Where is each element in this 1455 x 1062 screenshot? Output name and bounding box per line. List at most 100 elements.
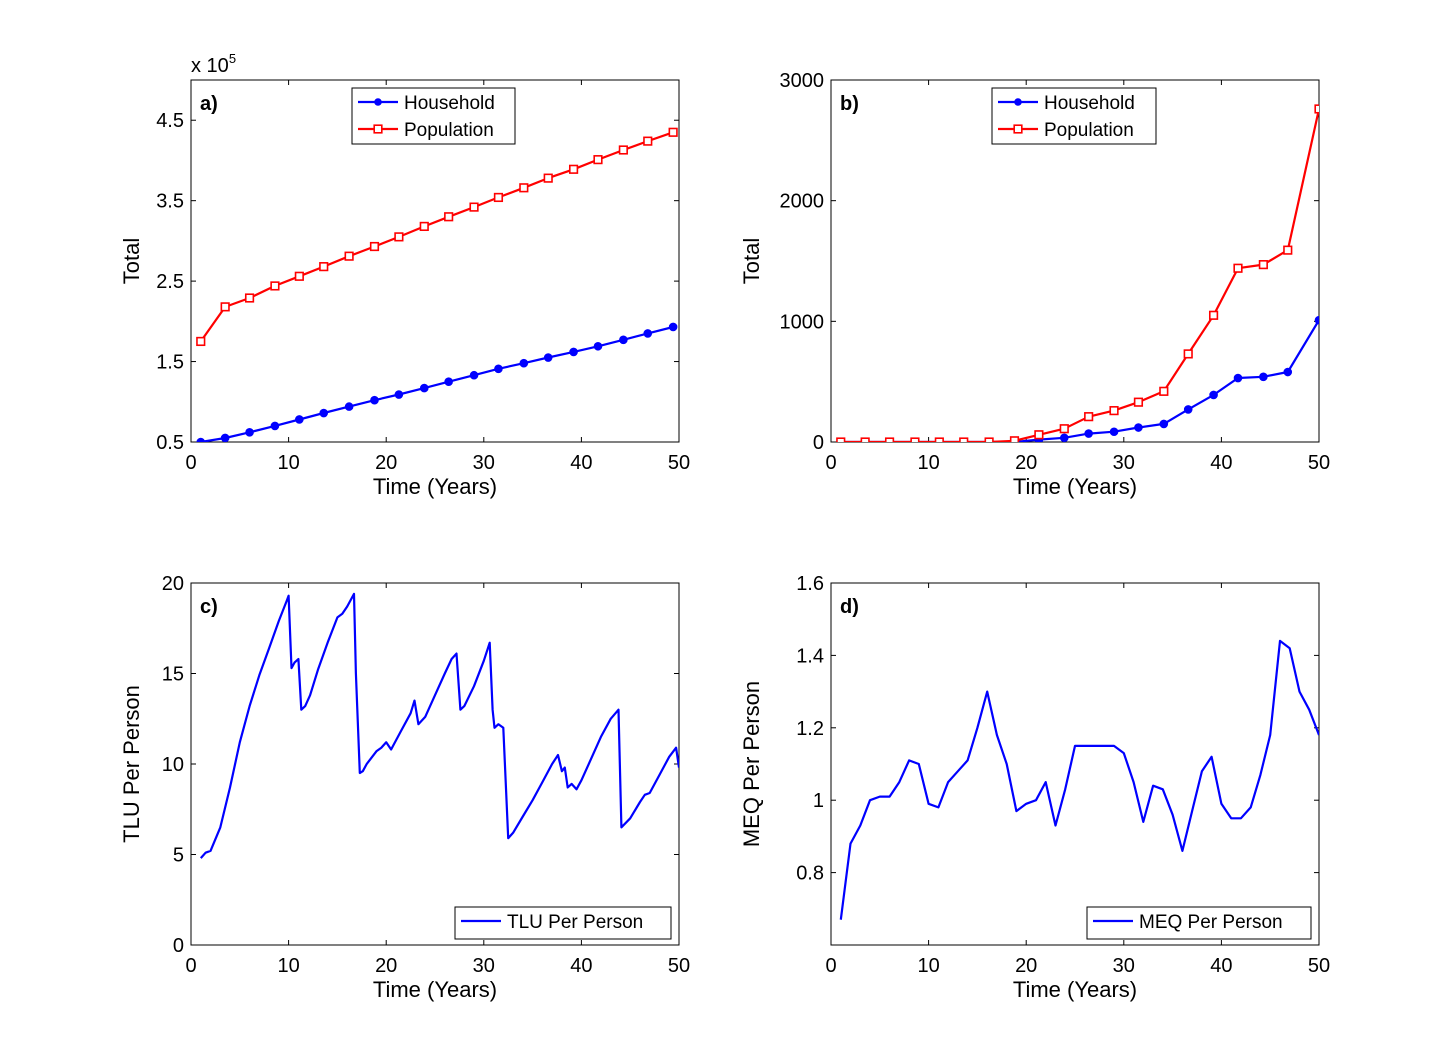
data-point xyxy=(1059,433,1069,442)
series-population xyxy=(196,127,678,347)
panel-label: d) xyxy=(840,596,859,618)
data-point xyxy=(196,437,206,442)
data-point xyxy=(1258,260,1268,270)
x-axis-label: Time (Years) xyxy=(1013,474,1137,499)
legend-entry: Population xyxy=(998,120,1134,141)
data-point xyxy=(220,433,230,442)
y-tick-label: 1.5 xyxy=(156,352,184,374)
y-tick-label: 1.2 xyxy=(796,718,824,740)
data-point xyxy=(593,155,603,165)
legend-marker xyxy=(373,124,383,134)
data-point xyxy=(668,322,678,332)
legend-marker xyxy=(1013,124,1023,134)
y-tick-label: 0 xyxy=(173,935,184,957)
data-point xyxy=(1314,104,1319,114)
series-line xyxy=(839,639,1319,920)
chart-panel-a: 0 10 20 30 40 50 0.5 1.5 2.5 3.5 4.5 Time (Years) To… xyxy=(119,51,690,499)
data-point xyxy=(934,437,944,442)
data-point xyxy=(1133,397,1144,407)
data-point xyxy=(220,302,230,312)
data-point xyxy=(1314,315,1319,325)
series-population xyxy=(836,104,1319,442)
x-axis-label: Time (Years) xyxy=(1013,977,1137,1002)
legend-label: TLU Per Person xyxy=(507,912,643,933)
data-point xyxy=(1259,372,1268,382)
y-axis-label: MEQ Per Person xyxy=(739,681,764,847)
legend: Household Population xyxy=(351,87,516,145)
data-point xyxy=(1134,423,1143,432)
panel-label: a) xyxy=(200,93,218,115)
data-point xyxy=(593,341,603,351)
x-tick-label: 10 xyxy=(917,955,939,977)
axes-box xyxy=(830,79,1320,443)
legend-marker xyxy=(1014,98,1022,106)
data-point xyxy=(619,335,628,345)
data-point xyxy=(394,232,404,242)
data-point xyxy=(344,402,354,411)
data-point xyxy=(568,164,579,174)
y-axis-label: Total xyxy=(739,238,764,284)
x-tick-label: 40 xyxy=(1210,452,1232,474)
axes-box xyxy=(190,582,680,946)
y-tick-label: 3000 xyxy=(780,70,825,92)
data-point xyxy=(419,383,429,393)
legend-label: Household xyxy=(1044,93,1135,114)
data-point xyxy=(319,262,329,272)
data-point xyxy=(836,437,846,442)
data-point xyxy=(519,183,529,193)
data-point xyxy=(469,202,479,212)
data-point xyxy=(860,437,870,442)
legend-label: Household xyxy=(404,93,495,114)
data-point xyxy=(519,358,529,368)
data-point xyxy=(1183,349,1193,359)
data-point xyxy=(295,415,304,424)
x-tick-label: 10 xyxy=(277,955,299,977)
x-tick-label: 40 xyxy=(570,955,592,977)
data-point xyxy=(244,293,255,303)
x-tick-label: 20 xyxy=(375,452,397,474)
data-point xyxy=(668,127,678,137)
legend: TLU Per Person xyxy=(454,906,672,940)
series-line xyxy=(840,319,1319,442)
legend-box xyxy=(1086,906,1312,940)
data-point xyxy=(643,329,653,338)
legend-marker xyxy=(374,98,382,106)
legend-box xyxy=(454,906,672,940)
legend: Household Population xyxy=(991,87,1157,145)
x-tick-label: 30 xyxy=(1113,955,1135,977)
x-tick-label: 20 xyxy=(375,955,397,977)
y-tick-label: 1.4 xyxy=(796,645,824,667)
legend-entry: Household xyxy=(358,93,495,114)
series-meq-per-person xyxy=(839,639,1319,920)
x-tick-label: 0 xyxy=(825,452,836,474)
x-tick-label: 20 xyxy=(1015,955,1037,977)
data-point xyxy=(1208,310,1219,320)
data-point xyxy=(394,390,404,399)
data-point xyxy=(1034,430,1044,440)
legend-label: Population xyxy=(404,120,494,141)
series-tlu-per-person xyxy=(199,592,679,859)
y-exponent-label: x 105 xyxy=(191,51,236,77)
data-point xyxy=(294,271,304,281)
y-tick-label: 0.8 xyxy=(796,863,824,885)
data-point xyxy=(319,408,329,418)
data-point xyxy=(618,145,628,155)
data-point xyxy=(543,173,553,183)
data-point xyxy=(196,336,206,347)
data-point xyxy=(1283,367,1293,377)
data-point xyxy=(1109,427,1119,437)
data-point xyxy=(543,353,553,362)
chart-panel-d: 0 10 20 30 40 50 0.8 1 1.2 1.4 1.6 Time (Years) MEQ … xyxy=(739,573,1330,1002)
data-point xyxy=(444,212,454,222)
data-point xyxy=(984,437,994,442)
data-point xyxy=(1233,263,1243,273)
data-point xyxy=(1084,412,1094,422)
data-point xyxy=(959,437,969,442)
x-tick-label: 40 xyxy=(570,452,592,474)
series-line xyxy=(199,592,679,859)
x-tick-label: 0 xyxy=(185,955,196,977)
legend-label: MEQ Per Person xyxy=(1139,912,1283,933)
axes-box xyxy=(830,582,1320,946)
